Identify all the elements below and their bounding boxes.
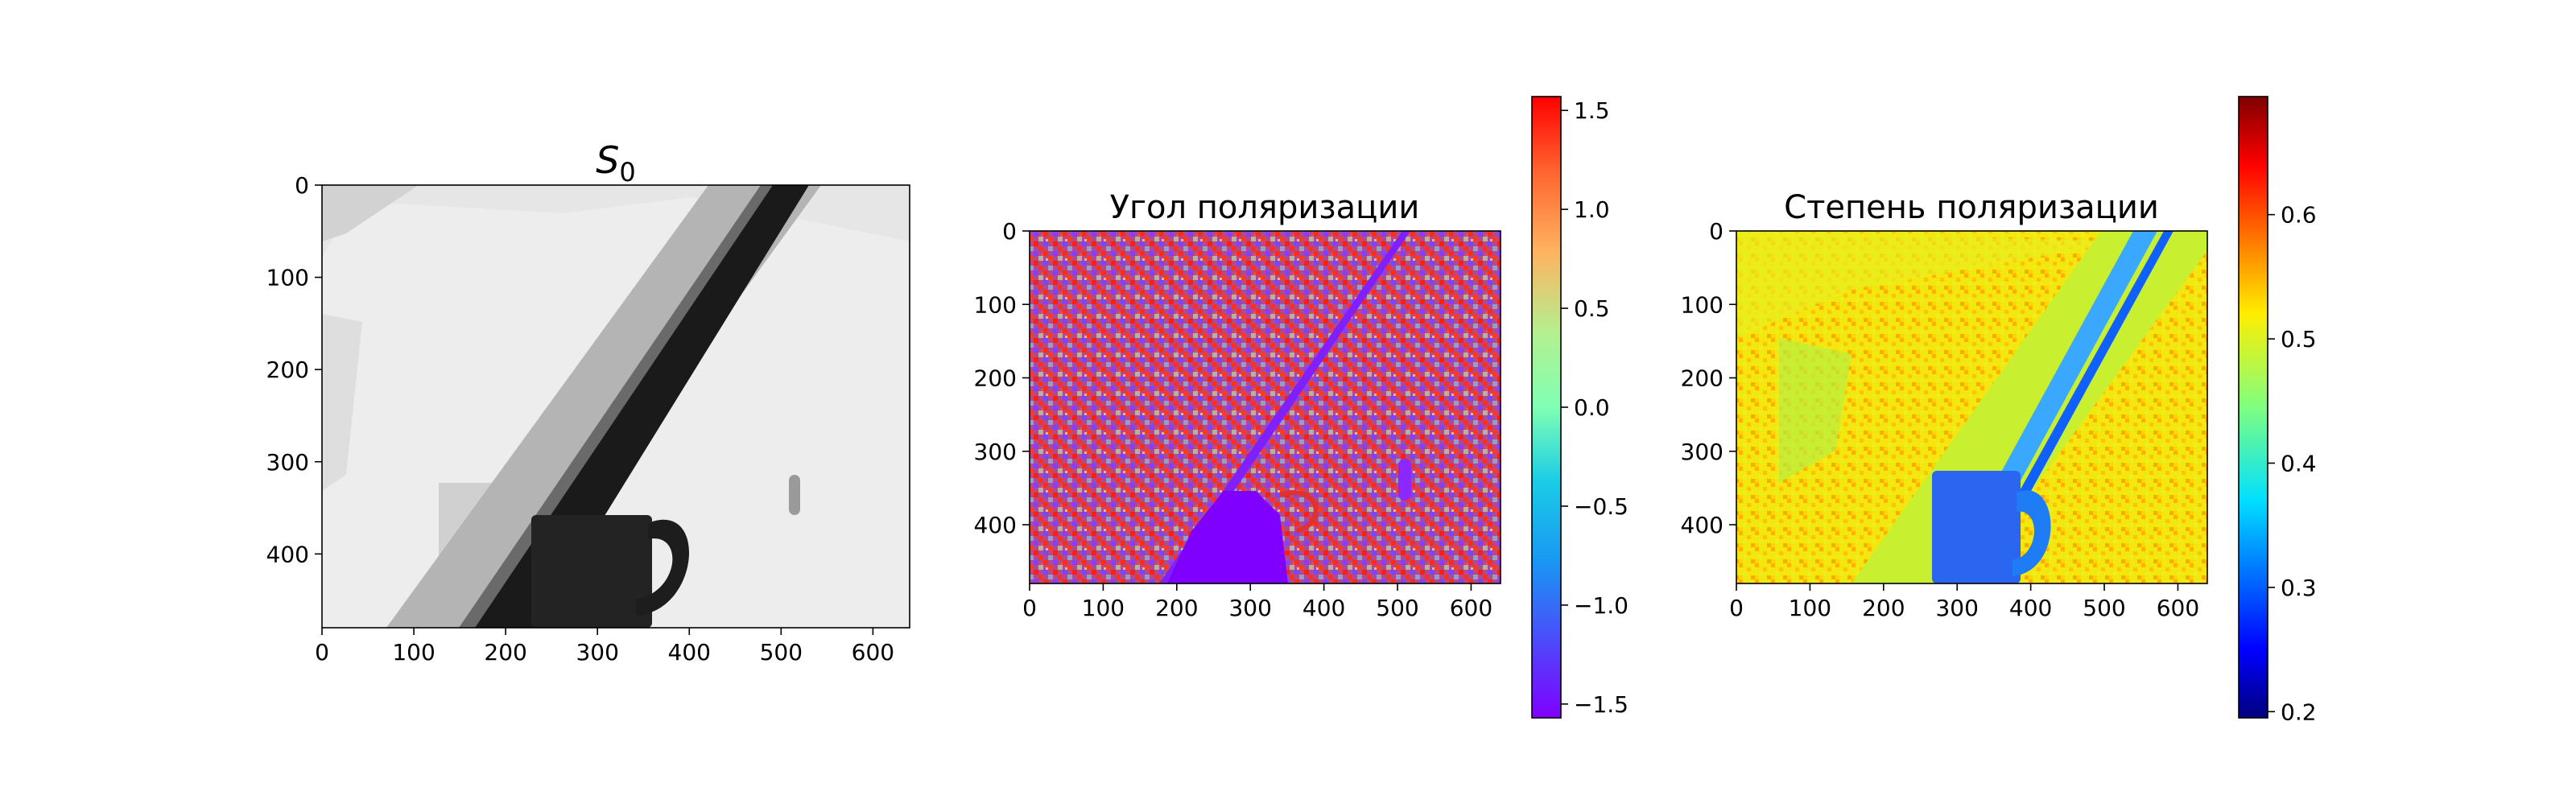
s0-ytick-label: 100 (266, 265, 309, 291)
angle-xtick-label: 300 (1228, 595, 1271, 621)
degree-colorbar (2238, 96, 2268, 719)
degree-ytick-label: 300 (1681, 439, 1724, 465)
angle-ytick-label: 200 (974, 365, 1017, 392)
degree-xtick-label: 100 (1789, 595, 1831, 621)
degree-xtick-label: 400 (2009, 595, 2052, 621)
degree-ytick-label: 400 (1681, 512, 1724, 538)
angle-colorbar-ticks: 1.5 1.0 0.5 0.0 −0.5 −1.0 −1.5 (1561, 97, 1629, 718)
angle-colorbar-tick-label: 0.0 (1574, 394, 1610, 421)
degree-colorbar-tick-label: 0.4 (2281, 450, 2317, 476)
s0-xtick-label: 500 (760, 639, 803, 666)
s0-xtick-label: 300 (576, 639, 618, 666)
s0-title: S0 (596, 138, 636, 188)
degree-ticks: 0 100 200 300 400 500 600 0 100 200 300 400 (1681, 218, 2200, 621)
degree-image (1736, 231, 2207, 583)
angle-colorbar-tick-label: 1.5 (1574, 97, 1610, 124)
degree-colorbar-tick-label: 0.5 (2281, 326, 2317, 352)
s0-ytick-label: 400 (266, 541, 309, 567)
angle-colorbar (1531, 96, 1562, 719)
s0-title-sub: 0 (619, 157, 635, 188)
angle-title: Угол поляризации (1110, 189, 1420, 226)
s0-xtick-label: 0 (315, 639, 329, 666)
s0-xtick-label: 200 (484, 639, 526, 666)
angle-xtick-label: 0 (1022, 595, 1037, 621)
s0-ytick-label: 300 (266, 449, 309, 476)
s0-xtick-label: 600 (852, 639, 894, 666)
angle-ytick-label: 300 (974, 439, 1017, 465)
s0-xtick-label: 100 (392, 639, 435, 666)
svg-text:S0: S0 (596, 138, 636, 188)
angle-ytick-label: 100 (974, 291, 1017, 318)
angle-xtick-label: 600 (1450, 595, 1492, 621)
angle-colorbar-tick-label: 1.0 (1574, 196, 1610, 223)
degree-ytick-label: 0 (1709, 218, 1724, 245)
angle-colorbar-tick-label: −1.5 (1574, 691, 1629, 718)
degree-title: Степень поляризации (1784, 189, 2159, 226)
s0-ticks: 0 100 200 300 400 500 600 0 100 200 300 400 (266, 172, 895, 666)
angle-frame (1029, 230, 1501, 584)
axes-angle: Угол поляризации 0 100 200 300 400 500 600 0 100… (974, 96, 1629, 719)
degree-ytick-label: 200 (1681, 365, 1724, 392)
degree-colorbar-ticks: 0.6 0.5 0.4 0.3 0.2 (2268, 202, 2317, 725)
angle-xtick-label: 500 (1376, 595, 1418, 621)
angle-xtick-label: 400 (1302, 595, 1345, 621)
s0-image (322, 185, 910, 628)
s0-ytick-label: 200 (266, 357, 309, 383)
angle-colorbar-tick-label: −1.0 (1574, 592, 1629, 619)
s0-ytick-label: 0 (295, 172, 309, 199)
s0-xtick-label: 400 (668, 639, 711, 666)
angle-image (1030, 231, 1501, 583)
degree-xtick-label: 600 (2157, 595, 2199, 621)
angle-ytick-label: 400 (974, 512, 1017, 538)
s0-title-base: S (596, 138, 619, 182)
degree-xtick-label: 300 (1935, 595, 1978, 621)
degree-frame (1736, 230, 2208, 584)
angle-xtick-label: 100 (1082, 595, 1125, 621)
axes-degree: Степень поляризации 0 100 200 300 400 500 6000… (1681, 96, 2317, 725)
angle-ticks: 0 100 200 300 400 500 600 0 100 200 300 400 (974, 218, 1493, 621)
s0-frame (321, 184, 910, 629)
degree-colorbar-tick-label: 0.3 (2281, 575, 2317, 601)
degree-xtick-label: 200 (1862, 595, 1905, 621)
angle-ytick-label: 0 (1002, 218, 1017, 245)
angle-colorbar-tick-label: 0.5 (1574, 295, 1610, 322)
angle-xtick-label: 200 (1155, 595, 1198, 621)
degree-xtick-label: 0 (1729, 595, 1744, 621)
degree-colorbar-tick-label: 0.2 (2281, 699, 2317, 725)
degree-ytick-label: 100 (1681, 291, 1724, 318)
angle-colorbar-tick-label: −0.5 (1574, 493, 1629, 520)
degree-xtick-label: 500 (2083, 595, 2125, 621)
degree-colorbar-tick-label: 0.6 (2281, 202, 2317, 229)
